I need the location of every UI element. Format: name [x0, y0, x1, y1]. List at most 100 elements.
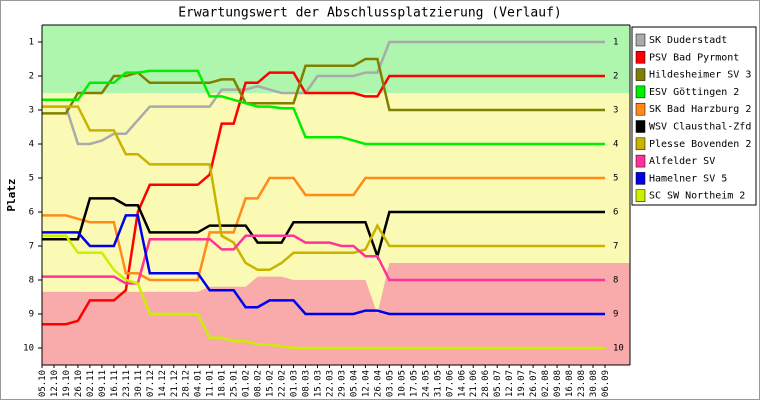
x-tick-label: 03.05: [385, 370, 395, 397]
x-tick-label: 01.03: [290, 370, 300, 397]
legend-swatch: [635, 51, 646, 64]
x-tick-label: 09.11: [98, 370, 108, 397]
legend-swatch: [635, 33, 646, 47]
series-line: [42, 197, 605, 261]
x-tick-label: 23.08: [577, 370, 587, 397]
legend-swatch: [635, 137, 646, 151]
y-tick-label: 5: [29, 174, 34, 184]
series-line: [42, 176, 605, 282]
chart-title: Erwartungswert der Abschlussplatzierung …: [178, 6, 562, 21]
legend-swatch: [635, 85, 646, 99]
legend-label: SC SW Northeim 2: [649, 191, 745, 202]
y-tick-label: 7: [29, 242, 34, 252]
x-tick-label: 07.06: [445, 370, 455, 397]
x-tick-label: 30.11: [134, 370, 144, 397]
x-tick-label: 09.08: [553, 370, 563, 397]
y-tick-label: 9: [29, 310, 34, 320]
y-tick-label: 4: [29, 140, 34, 150]
promotion-zone: [42, 25, 630, 93]
y-tick-label-right: 3: [613, 106, 618, 116]
lines: [42, 40, 605, 350]
x-tick-label: 05.04: [349, 370, 359, 397]
x-tick-label: 24.05: [421, 370, 431, 397]
y-tick-label-right: 7: [613, 242, 618, 252]
series-line: [42, 105, 605, 272]
y-tick-label: 2: [29, 72, 34, 82]
legend-label: Plesse Bovenden 2: [649, 139, 751, 150]
legend-label: Hildesheimer SV 3: [649, 70, 751, 81]
x-tick-label: 21.12: [170, 370, 180, 397]
legend-swatch: [635, 120, 646, 133]
legend-swatch: [635, 172, 646, 185]
y-tick-label: 6: [29, 208, 34, 218]
x-tick-label: 15.02: [266, 370, 276, 397]
x-tick-label: 14.12: [158, 370, 168, 397]
series-line: [42, 234, 605, 350]
x-tick-label: 16.08: [565, 370, 575, 397]
x-tick-label: 02.08: [541, 370, 551, 397]
series-line: [42, 40, 605, 146]
x-tick-label: 04.01: [194, 370, 204, 397]
x-tick-label: 31.05: [433, 370, 443, 397]
x-tick-label: 10.05: [397, 370, 407, 397]
legend-label: Hamelner SV 5: [649, 173, 727, 184]
x-tick-label: 07.12: [146, 370, 156, 397]
x-tick-label: 18.01: [218, 370, 228, 397]
x-tick-label: 14.06: [457, 370, 467, 397]
y-tick-label-right: 9: [613, 310, 618, 320]
x-tick-label: 21.06: [469, 370, 479, 397]
x-tick-label: 19.10: [62, 370, 72, 397]
series-line: [42, 214, 605, 316]
y-tick-label-right: 6: [613, 208, 618, 218]
x-tick-label: 26.07: [529, 370, 539, 397]
x-tick-label: 19.07: [517, 370, 527, 397]
x-tick-label: 12.10: [50, 370, 60, 397]
x-tick-label: 28.06: [481, 370, 491, 397]
y-tick-label-right: 5: [613, 174, 618, 184]
legend-label: Alfelder SV: [649, 156, 715, 167]
y-tick-label: 1: [29, 38, 34, 48]
x-tick-label: 29.03: [337, 370, 347, 397]
x-tick-label: 11.01: [206, 370, 216, 397]
x-tick-label: 08.03: [302, 370, 312, 397]
x-tick-label: 15.03: [314, 370, 324, 397]
series-line: [42, 69, 605, 146]
x-tick-label: 12.04: [361, 370, 371, 397]
x-tick-label: 05.07: [493, 370, 503, 397]
x-tick-label: 17.05: [409, 370, 419, 397]
legend: SK Duderstadt PSV Bad Pyrmont Hildesheimer…: [635, 33, 751, 202]
y-axis-title: Platz: [5, 178, 18, 211]
legend-swatch: [635, 102, 646, 116]
series-line: [42, 71, 605, 326]
x-tick-label: 23.11: [122, 370, 132, 397]
y-tick-label-right: 8: [613, 276, 618, 286]
legend-label: ESV Göttingen 2: [649, 87, 739, 98]
y-tick-label-right: 2: [613, 72, 618, 82]
x-tick-label: 22.02: [278, 370, 288, 397]
x-tick-label: 01.02: [242, 370, 252, 397]
legend-label: PSV Bad Pyrmont: [649, 52, 739, 63]
x-tick-label: 30.08: [589, 370, 599, 397]
legend-label: SK Bad Harzburg 2: [649, 104, 751, 115]
y-tick-label-right: 10: [613, 344, 624, 354]
x-tick-label: 12.07: [505, 370, 515, 397]
x-tick-label: 25.01: [230, 370, 240, 397]
y-tick-label: 10: [23, 344, 34, 354]
y-tick-label: 8: [29, 276, 34, 286]
x-tick-label: 08.02: [254, 370, 264, 397]
legend-swatch: [635, 189, 646, 202]
x-tick-label: 02.11: [86, 370, 96, 397]
y-tick-label-right: 1: [613, 38, 618, 48]
legend-swatch: [635, 154, 646, 168]
x-tick-label: 26.10: [74, 370, 84, 397]
legend-label: SK Duderstadt: [649, 35, 727, 46]
x-tick-label: 26.04: [373, 370, 383, 397]
y-tick-label-right: 4: [613, 140, 618, 150]
legend-label: WSV Clausthal-Zfd: [649, 122, 751, 133]
legend-box: [631, 26, 757, 206]
x-tick-label: 06.09: [601, 370, 611, 397]
x-tick-label: 16.11: [110, 370, 120, 397]
x-tick-label: 05.10: [38, 370, 48, 397]
